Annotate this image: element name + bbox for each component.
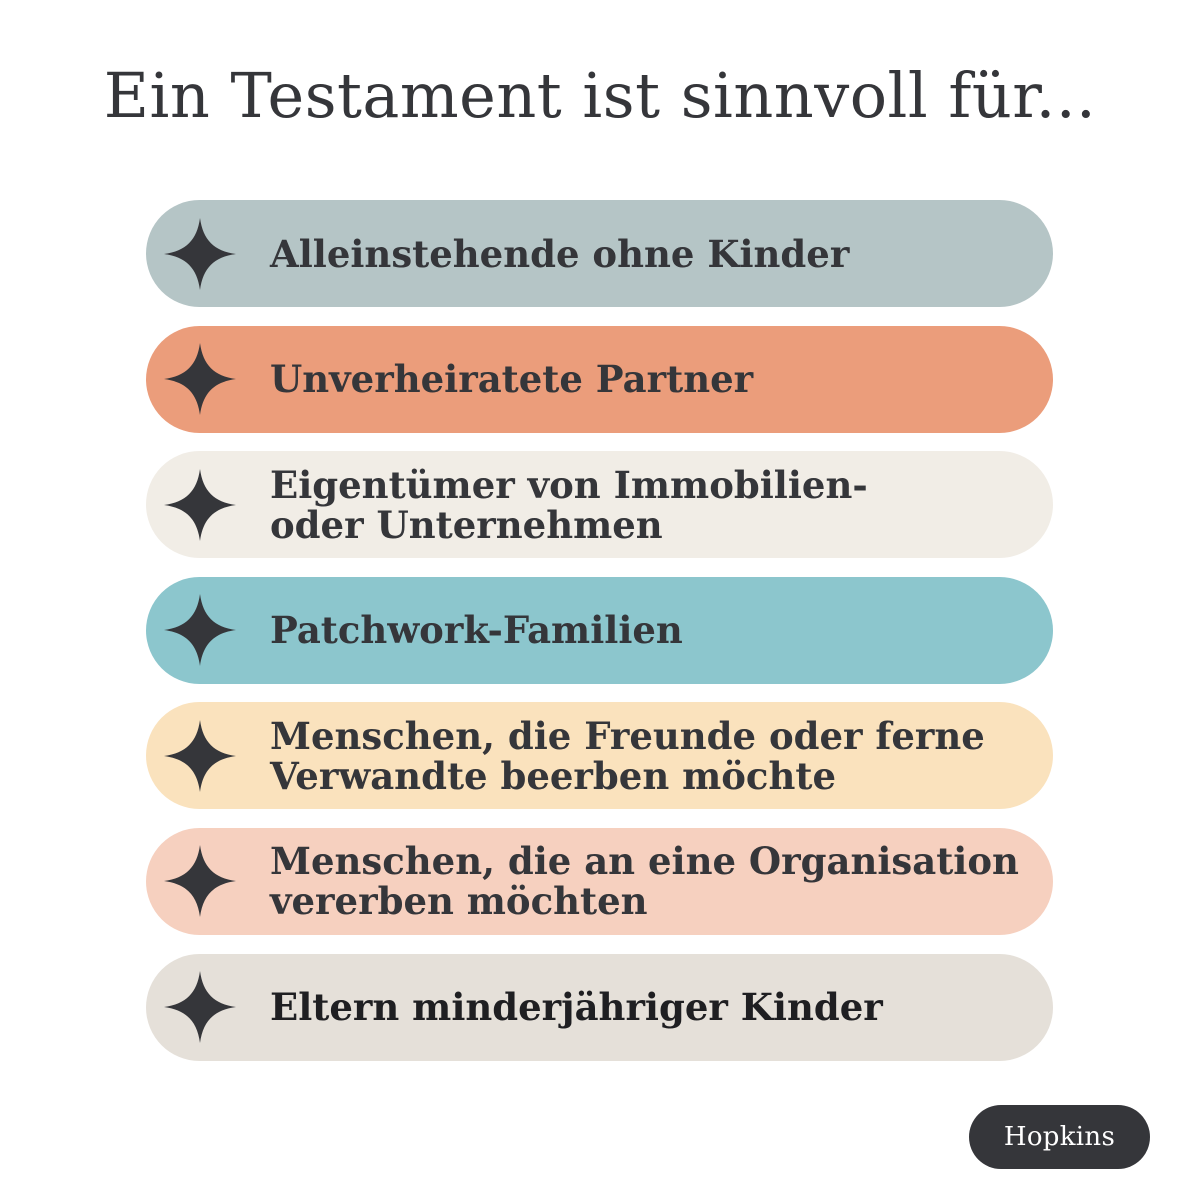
page-title: Ein Testament ist sinnvoll für...	[103, 59, 1097, 132]
four-point-star-icon	[164, 845, 236, 918]
list-item-organisation: Menschen, die an eine Organisation verer…	[146, 827, 1053, 935]
list-item-unverheiratete: Unverheiratete Partner	[146, 325, 1053, 433]
list-item-label: Menschen, die Freunde oder ferne Verwand…	[270, 713, 985, 798]
brand-name: Hopkins	[1003, 1122, 1116, 1152]
criteria-list: Alleinstehende ohne Kinder Unverheiratet…	[146, 200, 1053, 1079]
four-point-star-icon	[164, 468, 236, 541]
four-point-star-icon	[164, 594, 236, 667]
list-item-label: Alleinstehende ohne Kinder	[270, 231, 850, 276]
list-item-eltern: Eltern minderjähriger Kinder	[146, 953, 1053, 1061]
list-item-label: Eigentümer von Immobilien- oder Unterneh…	[270, 462, 868, 547]
list-item-freunde: Menschen, die Freunde oder ferne Verwand…	[146, 702, 1053, 810]
list-item-alleinstehende: Alleinstehende ohne Kinder	[146, 200, 1053, 307]
list-item-patchwork: Patchwork-Familien	[146, 576, 1053, 684]
list-item-label: Unverheiratete Partner	[270, 357, 754, 402]
list-item-label: Eltern minderjähriger Kinder	[270, 985, 883, 1030]
list-item-label: Patchwork-Familien	[270, 608, 683, 653]
brand-logo: Hopkins	[969, 1105, 1150, 1169]
four-point-star-icon	[164, 971, 236, 1044]
list-item-label: Menschen, die an eine Organisation verer…	[270, 839, 1019, 924]
four-point-star-icon	[164, 343, 236, 416]
list-item-eigentuemer: Eigentümer von Immobilien- oder Unterneh…	[146, 451, 1053, 559]
four-point-star-icon	[164, 217, 236, 290]
four-point-star-icon	[164, 719, 236, 792]
